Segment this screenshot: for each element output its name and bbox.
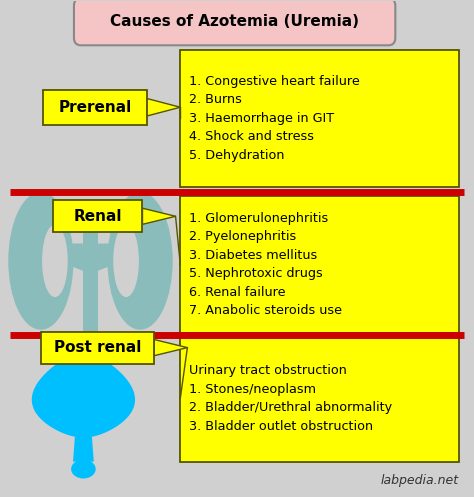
Polygon shape — [143, 208, 175, 224]
Text: Post renal: Post renal — [54, 340, 141, 355]
FancyBboxPatch shape — [43, 90, 147, 125]
FancyBboxPatch shape — [83, 211, 98, 333]
Polygon shape — [98, 244, 123, 271]
Ellipse shape — [43, 226, 67, 296]
FancyBboxPatch shape — [180, 50, 459, 186]
FancyBboxPatch shape — [74, 0, 395, 45]
FancyBboxPatch shape — [83, 328, 98, 362]
Text: Causes of Azotemia (Uremia): Causes of Azotemia (Uremia) — [110, 14, 359, 29]
FancyBboxPatch shape — [53, 200, 143, 233]
Polygon shape — [147, 98, 180, 116]
Polygon shape — [155, 339, 187, 356]
Text: labpedia.net: labpedia.net — [381, 474, 459, 488]
Ellipse shape — [108, 193, 172, 329]
Ellipse shape — [9, 193, 73, 329]
Text: 1. Congestive heart failure
2. Burns
3. Haemorrhage in GIT
4. Shock and stress
5: 1. Congestive heart failure 2. Burns 3. … — [189, 75, 360, 162]
Text: 1. Glomerulonephritis
2. Pyelonephritis
3. Diabetes mellitus
5. Nephrotoxic drug: 1. Glomerulonephritis 2. Pyelonephritis … — [189, 212, 342, 318]
FancyBboxPatch shape — [41, 331, 155, 364]
Text: Renal: Renal — [73, 209, 122, 224]
Text: Urinary tract obstruction
1. Stones/neoplasm
2. Bladder/Urethral abnormality
3. : Urinary tract obstruction 1. Stones/neop… — [189, 364, 392, 433]
FancyBboxPatch shape — [180, 196, 459, 333]
Text: Prerenal: Prerenal — [59, 100, 132, 115]
Polygon shape — [73, 437, 94, 462]
Ellipse shape — [114, 226, 138, 296]
Ellipse shape — [71, 460, 96, 479]
Polygon shape — [57, 244, 83, 271]
Polygon shape — [32, 353, 135, 437]
FancyBboxPatch shape — [180, 335, 459, 462]
